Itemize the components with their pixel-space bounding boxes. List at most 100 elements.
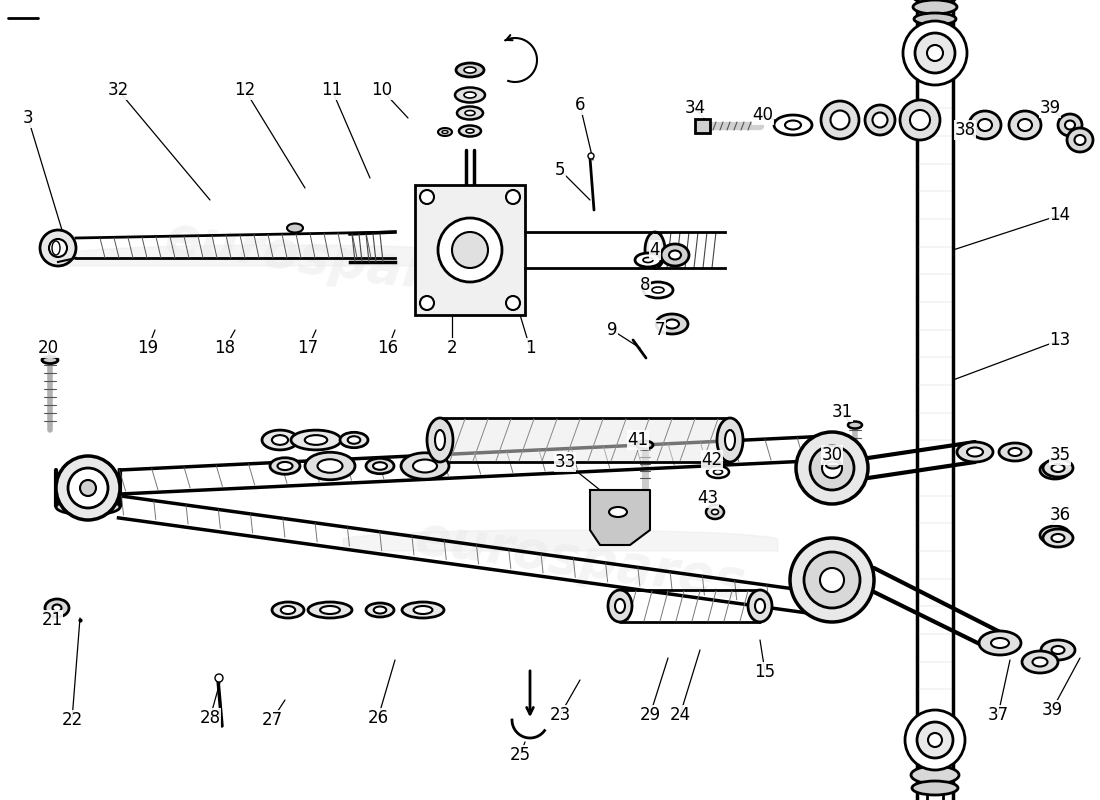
Ellipse shape xyxy=(1040,526,1070,544)
Ellipse shape xyxy=(830,110,849,130)
Text: 43: 43 xyxy=(697,489,718,507)
Ellipse shape xyxy=(1009,448,1022,456)
Ellipse shape xyxy=(1058,114,1082,136)
Ellipse shape xyxy=(1048,466,1062,474)
Circle shape xyxy=(928,733,942,747)
Text: 38: 38 xyxy=(955,121,976,139)
Text: 1: 1 xyxy=(525,339,536,357)
Text: 26: 26 xyxy=(367,709,388,727)
Text: 29: 29 xyxy=(639,706,661,724)
Ellipse shape xyxy=(1052,534,1065,542)
Ellipse shape xyxy=(957,442,993,462)
Ellipse shape xyxy=(644,282,673,298)
Circle shape xyxy=(452,232,488,268)
Ellipse shape xyxy=(755,599,764,613)
Ellipse shape xyxy=(969,111,1001,139)
Ellipse shape xyxy=(52,241,60,255)
Ellipse shape xyxy=(1033,658,1047,666)
Ellipse shape xyxy=(53,605,62,611)
Text: 31: 31 xyxy=(832,403,852,421)
Text: 4: 4 xyxy=(650,241,660,259)
Text: 10: 10 xyxy=(372,81,393,99)
Ellipse shape xyxy=(305,452,355,480)
Text: 20: 20 xyxy=(37,339,58,357)
Ellipse shape xyxy=(456,106,483,119)
Ellipse shape xyxy=(45,599,69,617)
Ellipse shape xyxy=(615,599,625,613)
Circle shape xyxy=(506,296,520,310)
Ellipse shape xyxy=(340,432,368,448)
Circle shape xyxy=(810,446,854,490)
Text: 35: 35 xyxy=(1049,446,1070,464)
Ellipse shape xyxy=(714,470,723,474)
Text: 5: 5 xyxy=(554,161,565,179)
Circle shape xyxy=(420,296,434,310)
Ellipse shape xyxy=(967,447,983,457)
Circle shape xyxy=(68,468,108,508)
Ellipse shape xyxy=(872,113,888,127)
Ellipse shape xyxy=(280,606,295,614)
Text: 2: 2 xyxy=(447,339,458,357)
Ellipse shape xyxy=(978,119,992,131)
Circle shape xyxy=(40,230,76,266)
Ellipse shape xyxy=(912,0,958,4)
Ellipse shape xyxy=(1075,135,1086,145)
Circle shape xyxy=(822,458,842,478)
Ellipse shape xyxy=(637,441,653,449)
Ellipse shape xyxy=(318,459,342,473)
Text: 27: 27 xyxy=(262,711,283,729)
Circle shape xyxy=(927,45,943,61)
Ellipse shape xyxy=(910,110,930,130)
Ellipse shape xyxy=(1018,119,1032,131)
Ellipse shape xyxy=(414,606,432,614)
Circle shape xyxy=(917,722,953,758)
Circle shape xyxy=(903,21,967,85)
Text: 34: 34 xyxy=(684,99,705,117)
Ellipse shape xyxy=(661,244,689,266)
Ellipse shape xyxy=(1041,640,1075,660)
Ellipse shape xyxy=(56,499,120,515)
Ellipse shape xyxy=(272,602,304,618)
Ellipse shape xyxy=(725,430,735,450)
Ellipse shape xyxy=(1043,529,1072,547)
Text: 42: 42 xyxy=(702,451,723,469)
Ellipse shape xyxy=(262,430,298,450)
Ellipse shape xyxy=(848,422,862,429)
Ellipse shape xyxy=(305,435,328,445)
Ellipse shape xyxy=(912,781,958,795)
Ellipse shape xyxy=(706,505,724,519)
Ellipse shape xyxy=(644,258,653,262)
Text: 24: 24 xyxy=(670,706,691,724)
Ellipse shape xyxy=(608,590,632,622)
Circle shape xyxy=(506,190,520,204)
Text: 37: 37 xyxy=(988,706,1009,724)
Text: 32: 32 xyxy=(108,81,129,99)
Ellipse shape xyxy=(348,436,361,444)
Text: 15: 15 xyxy=(755,663,775,681)
Text: eurospares: eurospares xyxy=(162,211,498,309)
Text: 12: 12 xyxy=(234,81,255,99)
Circle shape xyxy=(804,552,860,608)
Ellipse shape xyxy=(999,443,1031,461)
Text: 17: 17 xyxy=(297,339,319,357)
Circle shape xyxy=(214,674,223,682)
Circle shape xyxy=(438,218,502,282)
Ellipse shape xyxy=(914,13,956,25)
Ellipse shape xyxy=(865,105,895,135)
Ellipse shape xyxy=(826,462,840,469)
Ellipse shape xyxy=(464,67,476,73)
Ellipse shape xyxy=(1067,128,1093,152)
Circle shape xyxy=(820,568,844,592)
Circle shape xyxy=(796,432,868,504)
Text: 7: 7 xyxy=(654,321,666,339)
Text: 40: 40 xyxy=(752,106,773,124)
Ellipse shape xyxy=(900,100,940,140)
Polygon shape xyxy=(590,490,650,545)
Ellipse shape xyxy=(366,603,394,617)
Ellipse shape xyxy=(1052,464,1065,472)
Circle shape xyxy=(80,480,96,496)
Text: 16: 16 xyxy=(377,339,398,357)
Ellipse shape xyxy=(456,63,484,77)
Circle shape xyxy=(790,538,874,622)
Ellipse shape xyxy=(464,92,476,98)
